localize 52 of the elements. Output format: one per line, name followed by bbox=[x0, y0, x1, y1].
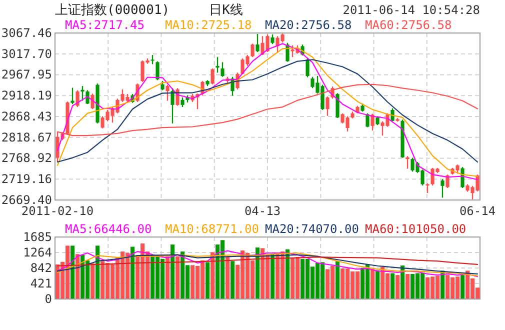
y-tick-label: 2669.40 bbox=[1, 193, 52, 207]
line-series bbox=[56, 59, 478, 163]
bar bbox=[170, 244, 174, 299]
x-tick-label: 06-14 bbox=[459, 204, 496, 218]
text: MA20:2756.58 bbox=[265, 18, 352, 32]
bar bbox=[336, 261, 340, 299]
y-tick-label: 2868.43 bbox=[1, 110, 52, 124]
bar bbox=[256, 247, 260, 299]
y-tick-label: 1685 bbox=[23, 230, 52, 244]
bar bbox=[206, 262, 210, 299]
y-tick-label: 421 bbox=[30, 276, 52, 291]
y-tick-label: 2967.95 bbox=[1, 68, 52, 82]
series-label: MA60:101050.00 bbox=[365, 222, 466, 236]
y-tick-label: 3067.46 bbox=[1, 26, 52, 40]
x-tick-label: 04-13 bbox=[244, 204, 281, 218]
y-tick-label: 2818.67 bbox=[1, 130, 52, 144]
bar bbox=[96, 246, 100, 299]
y-tick-label: 2918.19 bbox=[1, 88, 52, 103]
bar bbox=[70, 246, 74, 299]
bar bbox=[370, 269, 374, 299]
bar bbox=[400, 266, 404, 299]
y-tick-label: 3017.70 bbox=[1, 46, 52, 61]
chart-title: 上证指数(000001) bbox=[55, 3, 170, 18]
y-tick-label: 842 bbox=[30, 261, 52, 276]
y-tick-label: 2768.92 bbox=[1, 151, 52, 166]
y-tick-label: 1264 bbox=[23, 245, 52, 260]
bar bbox=[130, 246, 134, 299]
bar bbox=[176, 256, 180, 299]
bar bbox=[406, 274, 410, 299]
bar bbox=[76, 254, 80, 299]
line-series bbox=[56, 256, 478, 266]
text: MA5:2717.45 bbox=[65, 18, 144, 32]
bar bbox=[396, 275, 400, 299]
y-tick-label: 0 bbox=[44, 292, 52, 306]
bar bbox=[390, 273, 394, 299]
bar bbox=[90, 263, 94, 299]
series-label: MA5:66446.00 bbox=[65, 222, 152, 236]
text: MA60:2756.58 bbox=[365, 18, 452, 32]
text: MA10:2725.18 bbox=[165, 18, 252, 32]
text: 2011-06-14 10:54:28 bbox=[342, 3, 480, 17]
bar bbox=[286, 249, 290, 299]
y-tick-label: 2719.16 bbox=[1, 172, 52, 186]
series-label: MA10:68771.00 bbox=[165, 222, 259, 236]
bar bbox=[226, 256, 230, 299]
bar bbox=[270, 254, 274, 299]
bar bbox=[230, 261, 234, 299]
series-label: MA20:74070.00 bbox=[265, 222, 359, 236]
bar bbox=[376, 270, 380, 299]
bar bbox=[166, 256, 170, 299]
x-tick-label: 2011-02-10 bbox=[21, 204, 94, 218]
bar bbox=[460, 275, 464, 299]
chart-subtitle: 日K线 bbox=[209, 3, 243, 18]
